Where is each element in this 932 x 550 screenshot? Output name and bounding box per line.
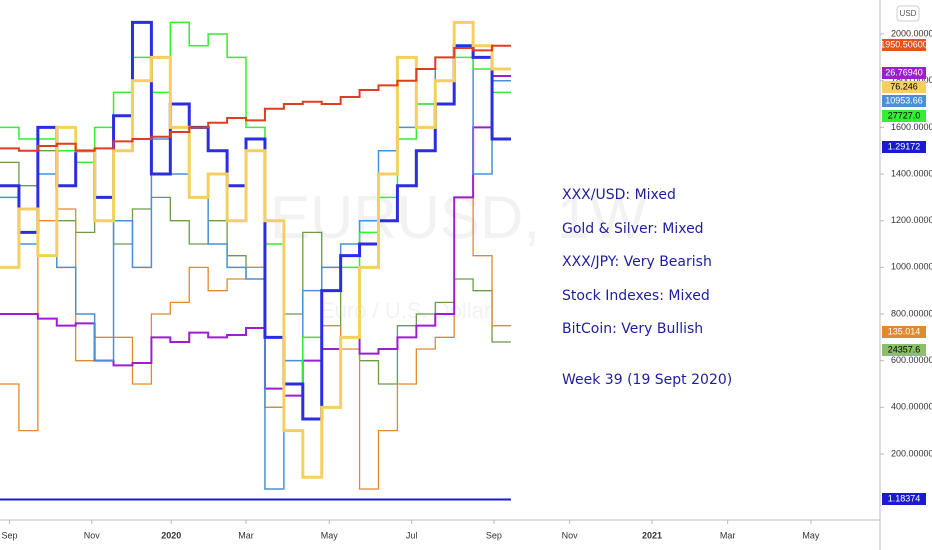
price-badge-label: 24357.6 bbox=[888, 344, 921, 354]
currency-label: USD bbox=[900, 9, 917, 18]
series-line bbox=[0, 44, 511, 152]
x-tick-label: May bbox=[321, 530, 339, 540]
price-badge bbox=[882, 493, 926, 505]
price-badge bbox=[882, 326, 926, 338]
annotation: BitCoin: Very Bullish bbox=[562, 321, 703, 337]
price-badge bbox=[882, 344, 926, 356]
x-tick-label: Sep bbox=[486, 530, 502, 540]
y-tick-label: 1200.00000 bbox=[891, 215, 932, 225]
price-badge bbox=[882, 95, 926, 107]
x-tick-label: 2020 bbox=[161, 530, 181, 540]
x-tick-label: Nov bbox=[84, 530, 101, 540]
price-badge-label: 76.246 bbox=[890, 81, 918, 91]
annotation: Week 39 (19 Sept 2020) bbox=[562, 372, 732, 388]
price-badge-label: 27727.0 bbox=[888, 110, 921, 120]
price-badge bbox=[882, 81, 926, 93]
x-tick-label: Sep bbox=[1, 530, 17, 540]
x-tick-label: Mar bbox=[238, 530, 254, 540]
watermark: EURUSD, 1W bbox=[270, 184, 647, 251]
price-badge-label: 1.18374 bbox=[888, 493, 921, 503]
y-tick-label: 1000.00000 bbox=[891, 262, 932, 272]
x-tick-label: May bbox=[802, 530, 820, 540]
price-badge bbox=[882, 141, 926, 153]
y-tick-label: 200.00000 bbox=[891, 448, 932, 458]
price-badge bbox=[882, 67, 926, 79]
currency-button[interactable] bbox=[896, 5, 920, 22]
x-tick-label: Jul bbox=[406, 530, 418, 540]
price-badge bbox=[882, 39, 926, 51]
y-tick-label: 400.00000 bbox=[891, 402, 932, 412]
annotation: XXX/JPY: Very Bearish bbox=[562, 254, 712, 270]
y-tick-label: 600.00000 bbox=[891, 355, 932, 365]
price-badge-label: 10953.66 bbox=[885, 95, 923, 105]
y-tick-label: 1400.00000 bbox=[891, 168, 932, 178]
price-badge-label: 26.76940 bbox=[885, 67, 923, 77]
y-tick-label: 2000.00000 bbox=[891, 28, 932, 38]
x-tick-label: 2021 bbox=[642, 530, 662, 540]
watermark-subtitle: Euro / U.S. Dollar bbox=[320, 298, 491, 323]
x-tick-label: Mar bbox=[720, 530, 736, 540]
x-tick-label: Nov bbox=[562, 530, 579, 540]
price-badge-label: 135.014 bbox=[888, 326, 921, 336]
price-badge-label: 1950.50600 bbox=[880, 39, 928, 49]
price-badge bbox=[882, 110, 926, 122]
annotation: Gold & Silver: Mixed bbox=[562, 221, 704, 237]
y-tick-label: 1600.00000 bbox=[891, 122, 932, 132]
y-tick-label: 800.00000 bbox=[891, 308, 932, 318]
series-line bbox=[0, 21, 511, 385]
price-badge-label: 1.29172 bbox=[888, 141, 921, 151]
y-tick-label: 1800.00000 bbox=[891, 75, 932, 85]
annotation: Stock Indexes: Mixed bbox=[562, 288, 710, 304]
annotation: XXX/USD: Mixed bbox=[562, 187, 676, 203]
